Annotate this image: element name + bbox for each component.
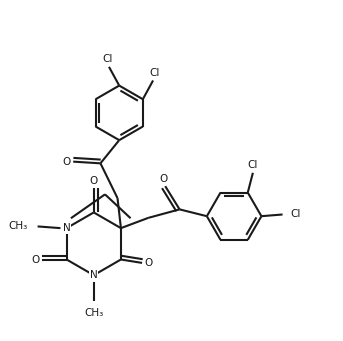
Text: CH₃: CH₃ <box>8 221 27 232</box>
Text: CH₃: CH₃ <box>84 308 103 318</box>
Text: O: O <box>144 258 152 268</box>
Text: O: O <box>90 176 98 186</box>
Text: Cl: Cl <box>102 54 113 64</box>
Text: Cl: Cl <box>150 68 160 78</box>
Text: O: O <box>31 254 39 265</box>
Text: N: N <box>63 223 70 233</box>
Text: O: O <box>62 157 70 167</box>
Text: N: N <box>90 270 98 280</box>
Text: Cl: Cl <box>248 160 258 170</box>
Text: Cl: Cl <box>290 209 300 220</box>
Text: O: O <box>159 174 168 184</box>
